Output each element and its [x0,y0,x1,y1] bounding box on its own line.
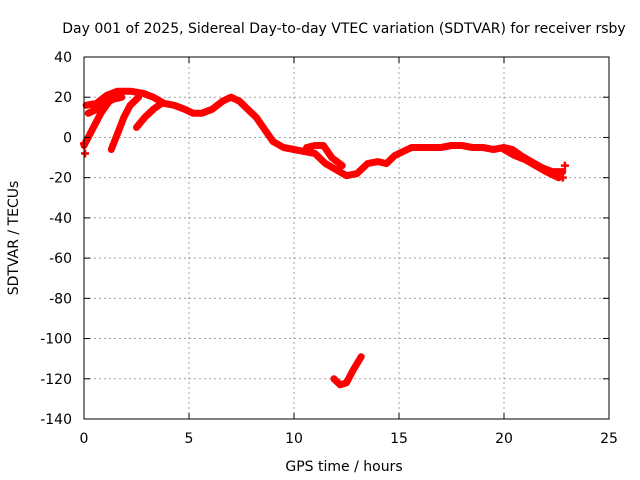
grid-lines [84,57,609,419]
x-tick-label: 0 [80,431,89,447]
y-tick-label: -100 [40,332,72,348]
chart-title: Day 001 of 2025, Sidereal Day-to-day VTE… [62,21,625,37]
y-tick-label: -20 [49,171,72,187]
x-tick-label: 15 [390,431,408,447]
plot-frame [83,56,610,420]
data-point-marker [558,173,567,182]
y-tick-label: -140 [40,412,72,428]
x-tick-label: 20 [495,431,513,447]
x-tick-label: 5 [185,431,194,447]
series-line-rise-c [133,99,166,131]
data-series [80,87,569,389]
series-line-tail-20 [500,146,563,182]
x-tick-label: 10 [285,431,303,447]
y-tick-label: -40 [49,211,72,227]
y-tick-label: -60 [49,251,72,267]
series-line-outlier [330,353,365,389]
series-line-early-upper [84,93,126,117]
data-point-marker [81,149,90,158]
y-tick-label: -80 [49,291,72,307]
y-tick-label: 0 [63,130,72,146]
series-line-tail-11 [303,142,346,170]
x-tick-label: 25 [600,431,618,447]
axis-ticks: 0 5 10 15 20 25 40 20 0 -20 -40 -60 -80 -100 -120 -140 [40,50,618,447]
y-tick-label: 40 [54,50,72,66]
series-line-main [82,87,567,180]
y-axis-label: SDTVAR / TECUs [6,181,22,296]
data-point-marker [560,161,569,170]
y-tick-label: -120 [40,372,72,388]
series-line-rise-b [107,93,143,153]
y-tick-label: 20 [54,90,72,106]
x-axis-label: GPS time / hours [285,459,402,475]
